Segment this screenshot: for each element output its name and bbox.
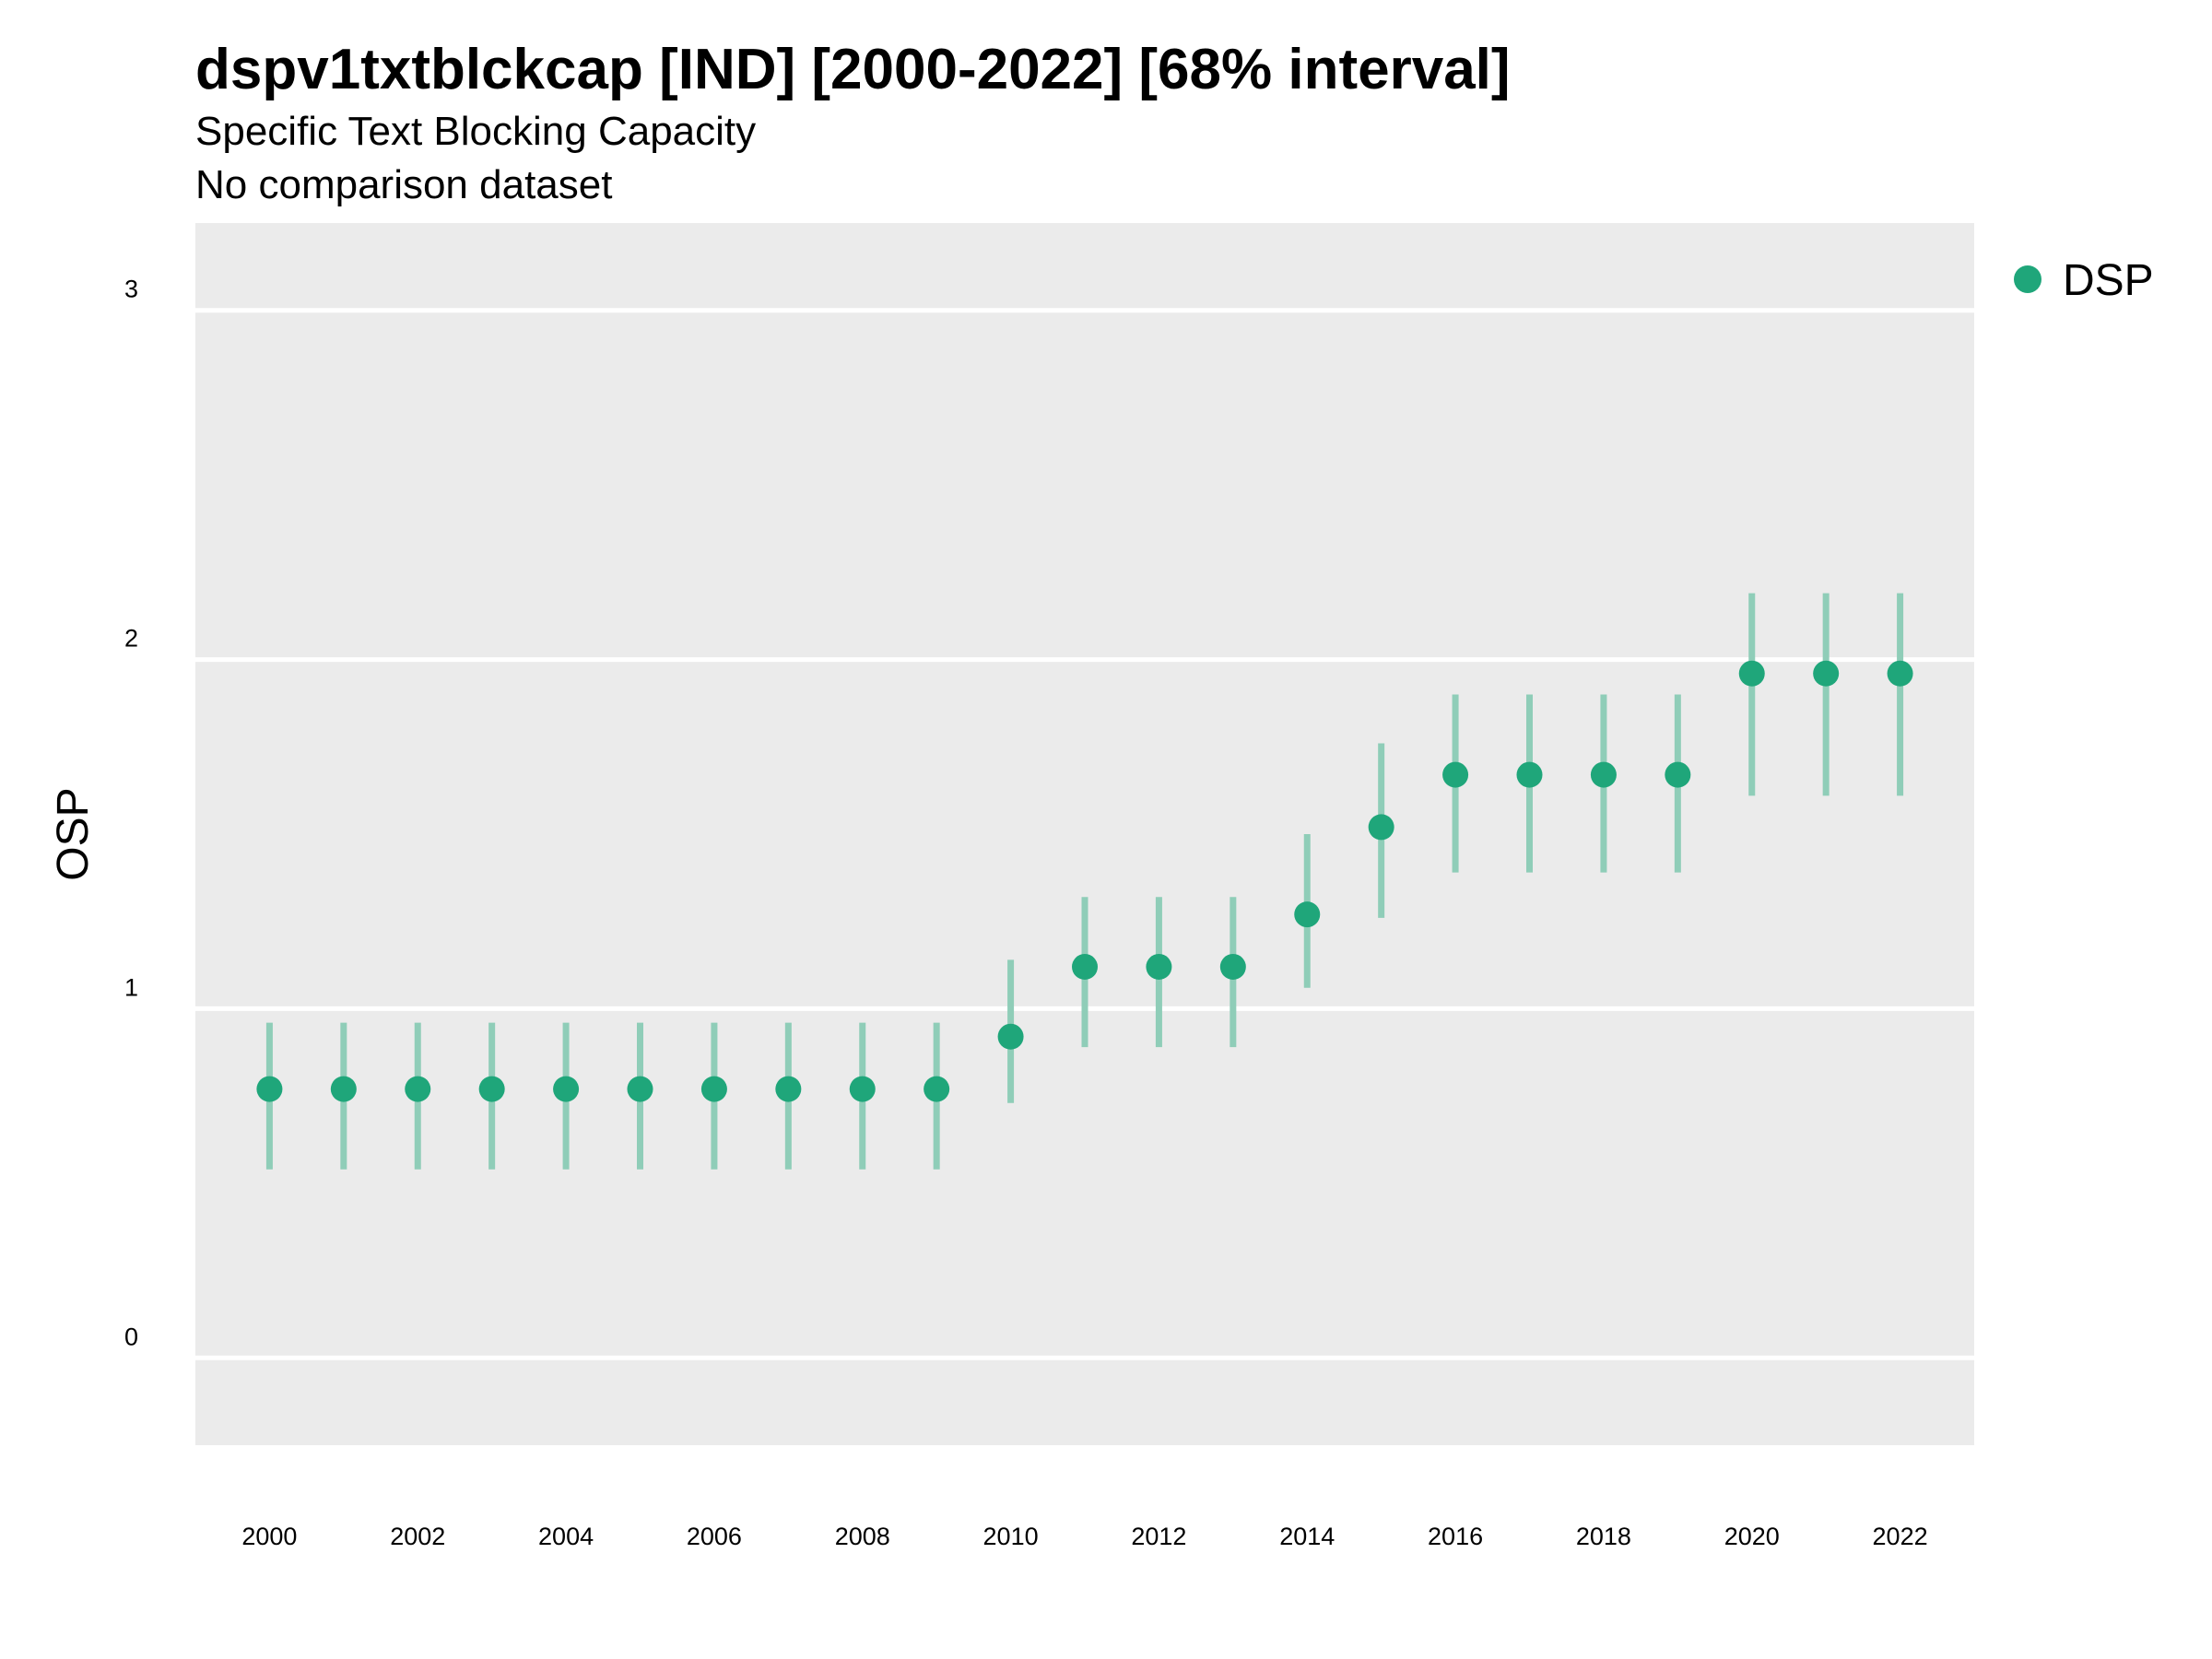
data-point bbox=[1442, 761, 1469, 788]
data-point bbox=[256, 1076, 283, 1102]
data-point bbox=[405, 1076, 431, 1102]
legend: DSP bbox=[2014, 256, 2154, 305]
data-point bbox=[553, 1076, 580, 1102]
x-tick-label: 2022 bbox=[1873, 1523, 1928, 1550]
chart-title: dspv1txtblckcap [IND] [2000-2022] [68% i… bbox=[195, 38, 1511, 101]
y-axis-title: OSP bbox=[49, 787, 98, 880]
data-point bbox=[1887, 660, 1913, 687]
data-point bbox=[1813, 660, 1840, 687]
data-point bbox=[849, 1076, 876, 1102]
data-point bbox=[997, 1023, 1024, 1050]
x-tick-label: 2014 bbox=[1279, 1523, 1335, 1550]
data-point bbox=[700, 1076, 727, 1102]
y-tick-label: 1 bbox=[124, 973, 138, 1001]
data-point bbox=[1294, 901, 1321, 928]
data-point bbox=[627, 1076, 653, 1102]
x-tick-label: 2008 bbox=[835, 1523, 890, 1550]
data-point bbox=[1665, 761, 1691, 788]
x-tick-label: 2018 bbox=[1576, 1523, 1631, 1550]
legend-label-dsp: DSP bbox=[2063, 256, 2154, 305]
series-dsp bbox=[256, 593, 1913, 1170]
x-tick-label: 2016 bbox=[1428, 1523, 1483, 1550]
data-point bbox=[1590, 761, 1617, 788]
x-tick-label: 2020 bbox=[1724, 1523, 1780, 1550]
y-tick-label: 0 bbox=[124, 1323, 138, 1350]
x-axis-ticks: 2000 2002 2004 2006 2008 2010 2012 2014 2016 2018… bbox=[241, 1523, 1927, 1550]
y-tick-label: 2 bbox=[124, 625, 138, 653]
y-tick-label: 3 bbox=[124, 276, 138, 303]
plot-panel bbox=[195, 223, 1974, 1445]
legend-swatch-dsp bbox=[2014, 265, 2041, 293]
data-point bbox=[924, 1076, 950, 1102]
x-tick-label: 2004 bbox=[538, 1523, 594, 1550]
x-tick-label: 2000 bbox=[241, 1523, 297, 1550]
chart-caption: No comparison dataset bbox=[195, 162, 613, 207]
x-tick-label: 2006 bbox=[687, 1523, 742, 1550]
data-point bbox=[1368, 814, 1394, 841]
x-tick-label: 2012 bbox=[1131, 1523, 1186, 1550]
data-point bbox=[1738, 660, 1765, 687]
data-point bbox=[1072, 953, 1098, 980]
x-tick-label: 2002 bbox=[390, 1523, 445, 1550]
data-point bbox=[1146, 953, 1172, 980]
data-point bbox=[775, 1076, 802, 1102]
data-point bbox=[1219, 953, 1246, 980]
data-point bbox=[1516, 761, 1543, 788]
data-point bbox=[330, 1076, 357, 1102]
y-axis-ticks: 0 1 2 3 bbox=[124, 276, 138, 1351]
grid-lines bbox=[195, 308, 1974, 1360]
x-tick-label: 2010 bbox=[983, 1523, 1039, 1550]
data-point bbox=[478, 1076, 505, 1102]
chart-subtitle: Specific Text Blocking Capacity bbox=[195, 109, 757, 154]
